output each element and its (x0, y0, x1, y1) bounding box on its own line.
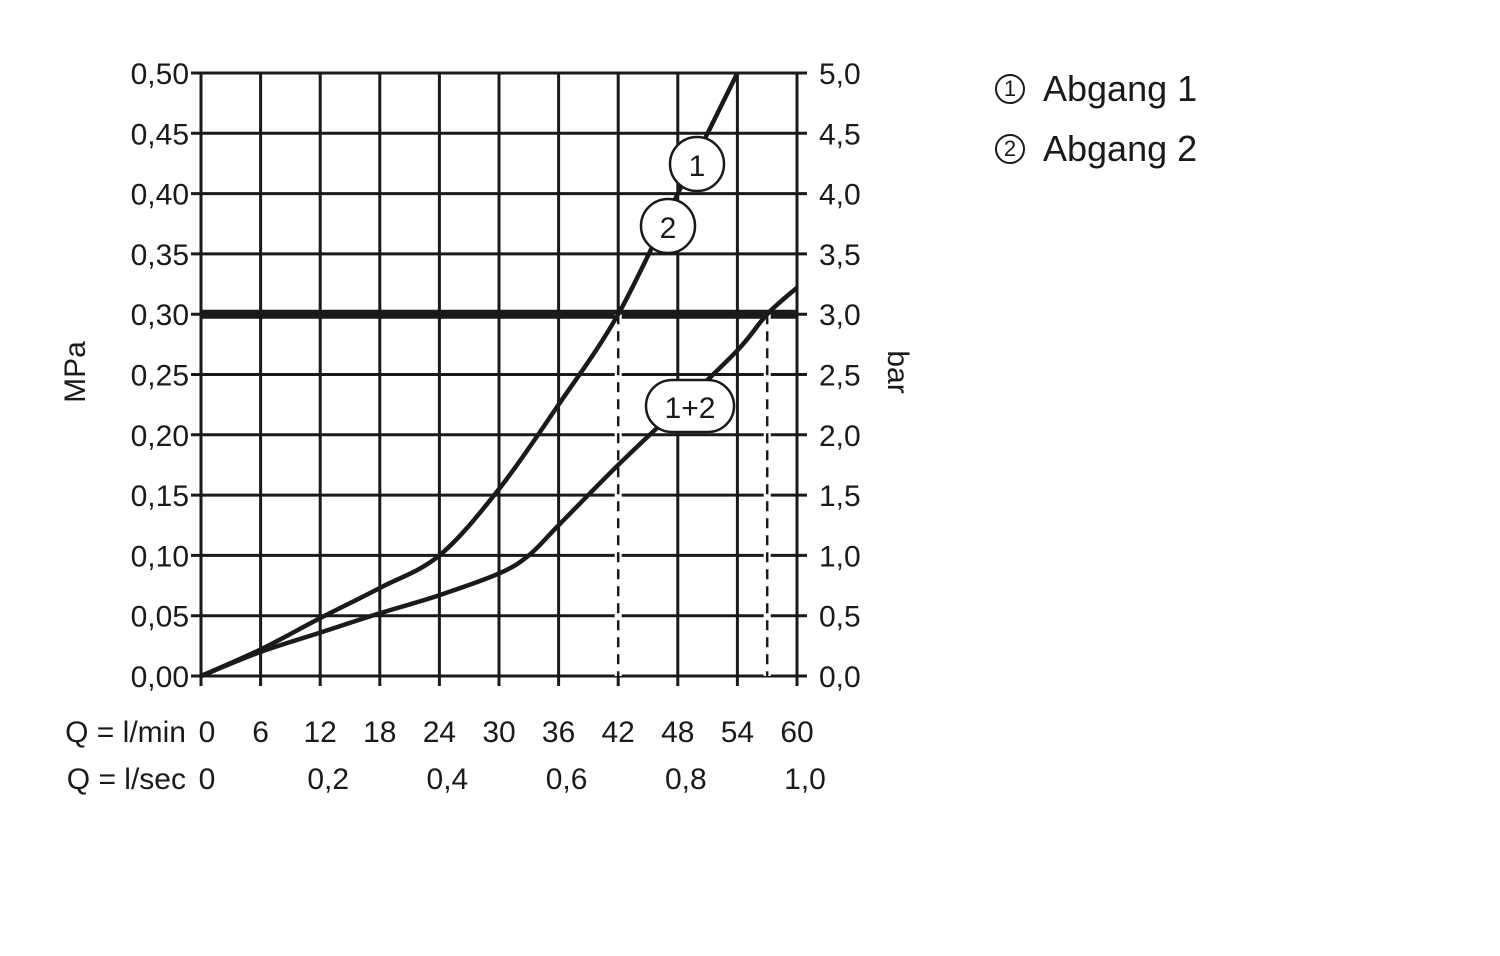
legend-number: 1 (995, 74, 1025, 104)
y-tick-right: 1,0 (819, 540, 861, 573)
y-tick-right: 1,5 (819, 480, 861, 513)
legend-number: 2 (995, 134, 1025, 164)
y-tick-left: 0,20 (131, 420, 189, 453)
x-tick-lsec: 0 (199, 763, 216, 796)
series-line-1-plus-2 (200, 285, 799, 679)
y-tick-right: 0,0 (819, 661, 861, 694)
y-tick-left: 0,35 (131, 239, 189, 272)
x-tick-lmin: 36 (542, 716, 575, 749)
series-label: 1+2 (665, 392, 716, 425)
x-tick-lmin: 54 (721, 716, 754, 749)
y-tick-left: 0,25 (131, 360, 189, 393)
x-axis-label-lsec: Q = l/sec (67, 763, 186, 796)
series-label-badge (668, 135, 726, 193)
y-tick-left: 0,30 (131, 299, 189, 332)
y-tick-right: 2,0 (819, 420, 861, 453)
x-tick-lsec: 0,2 (307, 763, 349, 796)
y-tick-left: 0,15 (131, 480, 189, 513)
x-tick-lsec: 0,4 (427, 763, 469, 796)
y-tick-right: 2,5 (819, 360, 861, 393)
series-label-badge (644, 378, 736, 434)
legend-label: Abgang 1 (1043, 68, 1198, 109)
y-tick-right: 0,5 (819, 601, 861, 634)
y-tick-left: 0,10 (131, 540, 189, 573)
x-tick-lmin: 60 (780, 716, 813, 749)
y-tick-right: 4,0 (819, 179, 861, 212)
series-label: 1 (689, 150, 706, 183)
x-tick-lmin: 12 (304, 716, 337, 749)
series-label: 2 (660, 212, 677, 245)
y-axis-label-left: MPa (59, 341, 92, 403)
series-label-badge (639, 197, 697, 255)
legend-item-1: 1 Abgang 1 (995, 68, 1197, 110)
y-tick-left: 0,50 (131, 58, 189, 91)
x-tick-lsec: 0,6 (546, 763, 588, 796)
y-tick-left: 0,45 (131, 118, 189, 151)
legend-label: Abgang 2 (1043, 128, 1198, 169)
x-tick-lmin: 42 (602, 716, 635, 749)
y-tick-right: 3,5 (819, 239, 861, 272)
x-tick-lsec: 0,8 (665, 763, 707, 796)
y-tick-left: 0,05 (131, 601, 189, 634)
x-tick-lmin: 24 (423, 716, 456, 749)
y-tick-right: 5,0 (819, 58, 861, 91)
x-tick-lsec: 1,0 (784, 763, 826, 796)
x-tick-lmin: 30 (482, 716, 515, 749)
x-tick-lmin: 18 (363, 716, 396, 749)
x-tick-lmin: 0 (199, 716, 216, 749)
legend-item-2: 2 Abgang 2 (995, 128, 1197, 170)
y-tick-left: 0,00 (131, 661, 189, 694)
x-axis-label-lmin: Q = l/min (65, 716, 186, 749)
y-tick-right: 4,5 (819, 118, 861, 151)
y-tick-right: 3,0 (819, 299, 861, 332)
x-tick-lmin: 6 (252, 716, 269, 749)
x-tick-lmin: 48 (661, 716, 694, 749)
y-tick-left: 0,40 (131, 179, 189, 212)
y-axis-label-right: bar (881, 350, 914, 393)
